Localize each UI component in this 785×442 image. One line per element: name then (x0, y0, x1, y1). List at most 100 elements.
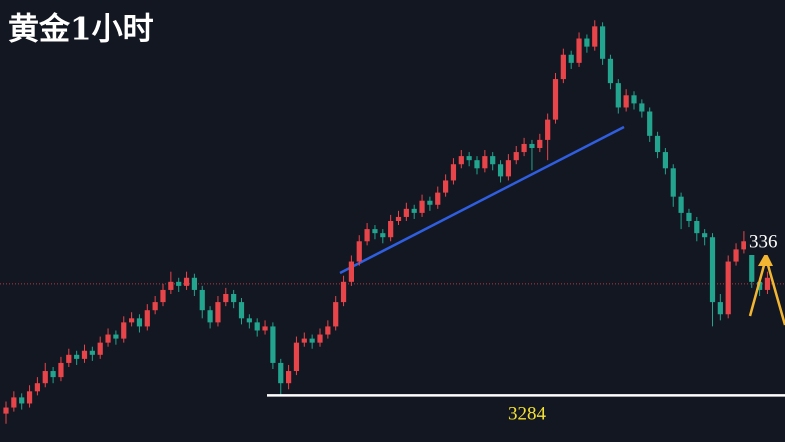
price-tag-box (746, 230, 785, 255)
candle-body (34, 383, 40, 392)
candle-body (50, 371, 56, 378)
candle-body (419, 200, 425, 213)
price-tag: 336 (749, 231, 778, 252)
candle-body (474, 160, 480, 169)
candle-body (717, 302, 723, 315)
candle-body (246, 318, 252, 323)
candle-body (144, 310, 150, 327)
candle-body (340, 281, 347, 303)
candle-body (749, 241, 755, 282)
candle-body (623, 95, 629, 108)
arrow-head (758, 252, 773, 266)
candle-body (458, 156, 464, 165)
candle-body (191, 277, 197, 290)
candle-body (262, 326, 268, 331)
candle-body (121, 322, 127, 339)
candle-body (278, 362, 284, 384)
candle-body (552, 79, 559, 120)
candle-body (356, 241, 362, 262)
candle-body (537, 139, 543, 149)
marks (0, 20, 785, 424)
candle-body (105, 334, 111, 343)
candle-body (254, 322, 260, 331)
candle-body (3, 407, 9, 414)
candle-body (497, 164, 504, 177)
candle-body (19, 397, 25, 404)
candle-body (670, 168, 676, 197)
trend-line (339, 125, 625, 275)
candle-body (395, 216, 402, 221)
candle-body (647, 111, 653, 136)
candle-body (81, 350, 88, 359)
candle-body (293, 342, 300, 372)
candle-body (411, 208, 417, 213)
candle-body (388, 221, 394, 238)
candle-body (521, 143, 527, 153)
candle-body (348, 261, 354, 282)
candle-body (176, 281, 182, 286)
candle-body (168, 281, 174, 290)
candle-body (223, 293, 229, 303)
candle-body (11, 397, 17, 408)
candle-body (372, 229, 378, 234)
support-label: 3284 (508, 404, 547, 425)
candle-body (325, 326, 331, 335)
candle-body (686, 212, 692, 221)
candle-body (309, 338, 315, 343)
candle-body (74, 354, 80, 359)
candle-body (152, 302, 158, 311)
candle-body (600, 26, 606, 59)
candle-body (560, 54, 566, 80)
candle-body (741, 241, 747, 250)
candle-body (450, 164, 457, 181)
candle-body (482, 156, 488, 169)
candle-body (42, 371, 48, 384)
candle-body (89, 350, 95, 355)
candle-body (662, 152, 668, 169)
candle-body (702, 233, 708, 238)
candle-body (129, 318, 135, 323)
candle-body (427, 200, 433, 205)
candle-body (592, 26, 598, 47)
candle-body (639, 103, 645, 112)
candle-body (66, 354, 72, 363)
candle-body (113, 334, 119, 339)
candle-body (136, 318, 143, 327)
candle-body (709, 237, 716, 303)
candle-body (576, 38, 582, 63)
candle-body (160, 289, 166, 303)
candle-body (694, 221, 700, 234)
candle-body (238, 302, 245, 319)
candle-body (764, 277, 771, 290)
candle-body (183, 277, 190, 286)
candle-body (678, 196, 684, 213)
candle-body (725, 261, 731, 315)
candle-body (403, 208, 409, 217)
candle-body (207, 310, 213, 323)
candle-body (364, 229, 370, 242)
chart-title: 黄金1小时 (8, 12, 154, 48)
candle-body (333, 302, 339, 327)
candle-body (199, 289, 205, 311)
candle-body (545, 119, 551, 140)
candle-body (513, 152, 519, 161)
candle-body (270, 326, 276, 363)
candle-body (435, 192, 441, 205)
candle-body (443, 180, 449, 193)
candle-body (733, 249, 739, 262)
candle-body (380, 233, 386, 238)
candle-body (231, 293, 237, 303)
candle-body (607, 58, 614, 84)
candle-body (301, 338, 307, 343)
candle-body (58, 362, 64, 378)
candle-body (26, 391, 33, 404)
candle-body (584, 38, 590, 47)
candle-body (615, 83, 621, 108)
candle-body (215, 302, 221, 323)
candle-body (631, 95, 637, 104)
candle-body (529, 143, 535, 149)
candle-body (317, 334, 323, 343)
candle-body (568, 54, 574, 63)
